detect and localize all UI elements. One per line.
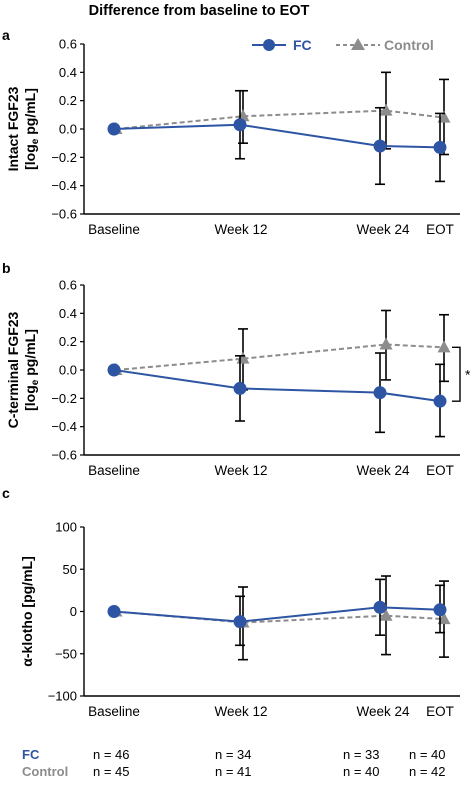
- fc-point: [433, 140, 447, 154]
- legend-control-label: Control: [384, 37, 434, 53]
- y-tick-label: −0.4: [51, 178, 77, 193]
- y-tick-label: 0.2: [59, 334, 77, 349]
- y-tick-label: 50: [63, 562, 77, 577]
- y-tick-label: −50: [55, 646, 77, 661]
- legend-control-marker: [351, 38, 365, 50]
- x-tick-label: Week 24: [356, 704, 410, 719]
- y-tick-label: −0.2: [51, 391, 77, 406]
- x-tick-label: EOT: [426, 222, 454, 237]
- n-fc-eot: n = 40: [409, 747, 446, 762]
- fc-point: [233, 118, 247, 132]
- fc-series-line: [113, 123, 441, 149]
- x-tick-label: Week 12: [214, 463, 267, 478]
- significance-marker: *: [465, 366, 471, 382]
- legend-fc-label: FC: [293, 37, 312, 53]
- y-axis-label: Intact FGF23: [5, 86, 21, 171]
- fc-point: [107, 363, 121, 377]
- n-control-week24: n = 40: [343, 764, 380, 779]
- y-tick-label: −0.4: [51, 419, 77, 434]
- panel-b: −0.6 −0.4 −0.2 0.0 0.2 0.4 0.6 Baseline Week 12 W…: [5, 278, 471, 479]
- control-point: [379, 103, 393, 116]
- panel-a: −0.6 −0.4 −0.2 0.0 0.2 0.4 0.6 Baseline Week 12 W…: [5, 37, 460, 237]
- panel-letter-c: c: [2, 485, 10, 501]
- fc-series-line: [113, 369, 441, 403]
- x-tick-label: Week 24: [356, 222, 410, 237]
- x-tick-label: EOT: [426, 704, 454, 719]
- legend-fc-marker: [263, 39, 275, 51]
- x-tick-label: Week 12: [214, 704, 267, 719]
- y-axis-unit-label: [loge pg/mL]: [22, 88, 41, 170]
- fc-point: [433, 603, 447, 617]
- y-tick-label: 0.2: [59, 93, 77, 108]
- n-table-fc-label: FC: [22, 747, 40, 762]
- x-tick-label: Week 24: [356, 463, 410, 478]
- fc-point: [433, 394, 447, 408]
- control-series-line: [115, 610, 445, 624]
- y-axis-label: C-terminal FGF23: [5, 311, 21, 428]
- n-fc-week12: n = 34: [215, 747, 252, 762]
- control-point: [379, 337, 393, 350]
- n-fc-week24: n = 33: [343, 747, 380, 762]
- panel-letter-b: b: [2, 260, 11, 276]
- fc-point: [107, 605, 121, 618]
- fc-point: [373, 386, 387, 400]
- y-tick-label: −100: [48, 689, 77, 704]
- fc-point: [107, 122, 121, 136]
- n-table: FC Control n = 46 n = 34 n = 33 n = 40 n…: [22, 747, 446, 779]
- y-axis-label: α-klotho [pg/mL]: [19, 556, 35, 666]
- y-tick-label: 0.6: [59, 278, 77, 293]
- y-axis-unit-label: [loge pg/mL]: [22, 329, 41, 411]
- x-tick-label: Baseline: [88, 704, 140, 719]
- y-tick-label: 0.6: [59, 37, 77, 52]
- y-tick-label: 0: [70, 604, 77, 619]
- n-control-eot: n = 42: [409, 764, 446, 779]
- control-point: [437, 340, 451, 353]
- y-tick-label: 0.4: [59, 65, 77, 80]
- y-tick-label: 0.4: [59, 306, 77, 321]
- y-tick-label: −0.6: [51, 448, 77, 463]
- control-series-line: [115, 343, 445, 371]
- panel-letter-a: a: [2, 27, 10, 43]
- n-control-baseline: n = 45: [93, 764, 130, 779]
- y-tick-label: 100: [55, 520, 77, 535]
- fc-point: [233, 381, 247, 395]
- x-tick-label: Baseline: [88, 222, 140, 237]
- fc-series-line: [113, 606, 441, 623]
- y-tick-label: −0.6: [51, 207, 77, 222]
- panel-c: −100 −50 0 50 100 Baseline Week 12 Week 24 EOT α-…: [19, 520, 460, 719]
- significance-bracket: [452, 346, 461, 402]
- n-fc-baseline: n = 46: [93, 747, 130, 762]
- fc-point: [373, 600, 387, 614]
- fc-point: [373, 139, 387, 153]
- x-tick-label: Baseline: [88, 463, 140, 478]
- control-point: [379, 608, 393, 621]
- n-control-week12: n = 41: [215, 764, 252, 779]
- control-series-line: [115, 109, 445, 130]
- x-tick-label: EOT: [426, 463, 454, 478]
- y-tick-label: 0.0: [59, 122, 77, 137]
- n-table-control-label: Control: [22, 764, 68, 779]
- y-tick-label: −0.2: [51, 150, 77, 165]
- legend: FC Control: [252, 37, 434, 53]
- x-tick-label: Week 12: [214, 222, 267, 237]
- y-tick-label: 0.0: [59, 363, 77, 378]
- figure-title: Difference from baseline to EOT: [89, 3, 310, 19]
- fc-point: [233, 615, 247, 629]
